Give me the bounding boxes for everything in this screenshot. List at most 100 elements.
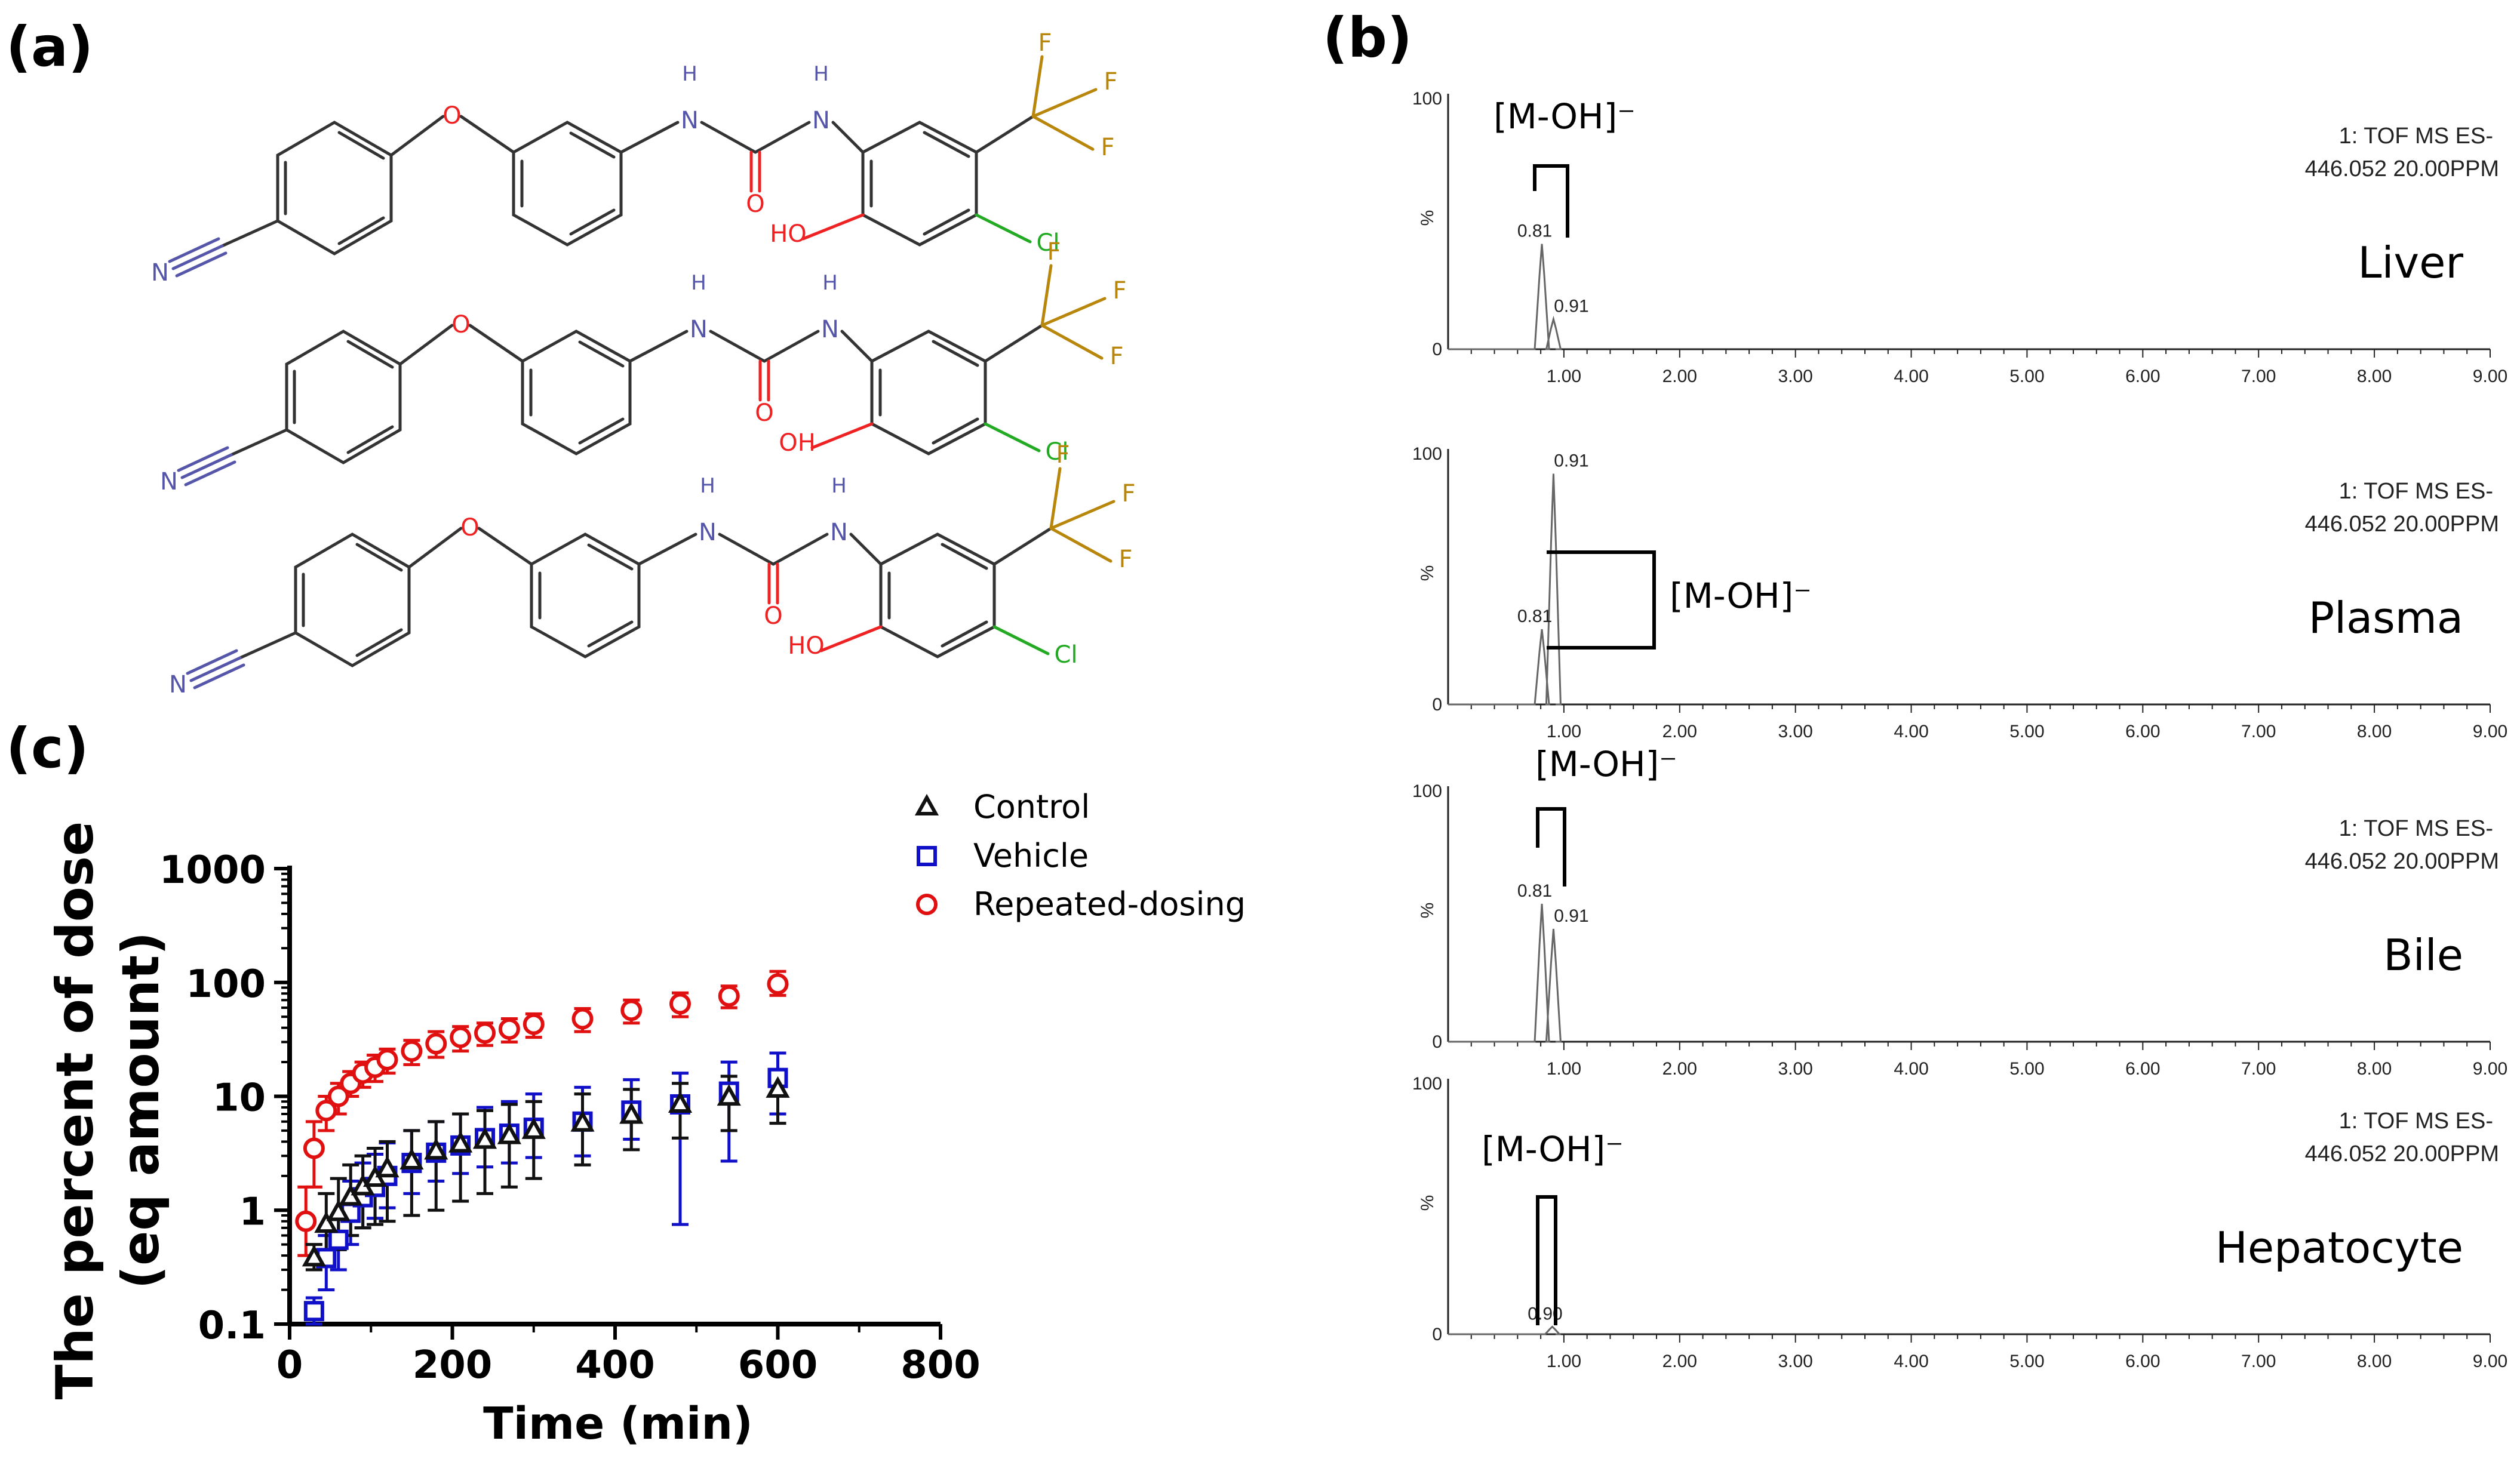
x-axis-label: Time (min): [483, 1398, 753, 1449]
point-circle: [295, 1210, 317, 1232]
atom-f2: F: [1121, 480, 1135, 507]
chromatogram-x-tick-label: 7.00: [2241, 722, 2276, 741]
peak-label: 0.91: [1554, 906, 1588, 926]
chromatogram-y-top-label: 100: [1412, 444, 1442, 464]
point-circle: [425, 1033, 447, 1055]
chromatogram-x-tick-label: 8.00: [2357, 722, 2392, 741]
chromatogram-x-tick-label: 4.00: [1894, 722, 1928, 741]
chromatogram-x-tick-label: 5.00: [2009, 722, 2044, 741]
mass-label: 446.052 20.00PPM: [2305, 156, 2499, 181]
ion-label: [M-OH]⁻: [1493, 96, 1636, 137]
atom-f1: F: [1047, 238, 1061, 266]
atom-f1: F: [1038, 29, 1052, 57]
chemical-structures-panel: NOHNHNOFFFClHONOHNHNOFFFClOHNOHNHNOFFFCl…: [151, 29, 1135, 698]
chromatogram-y-top-label: 100: [1412, 1074, 1442, 1094]
point-square: [328, 1229, 349, 1250]
point-triangle: [448, 1131, 473, 1153]
atom-nitrile-n: N: [151, 259, 169, 287]
panel-label-a: (a): [6, 15, 93, 79]
mass-label: 446.052 20.00PPM: [2305, 1141, 2499, 1166]
atom-ether-o: O: [451, 311, 470, 338]
instrument-label: 1: TOF MS ES-: [2339, 124, 2493, 149]
mass-label: 446.052 20.00PPM: [2305, 512, 2499, 537]
y-tick-label: 1: [239, 1190, 266, 1234]
point-triangle: [717, 1084, 741, 1106]
point-circle: [571, 1008, 594, 1030]
chromatogram-x-tick-label: 1.00: [1547, 367, 1581, 386]
atom-nitrile-n: N: [160, 468, 178, 495]
point-triangle: [668, 1091, 693, 1113]
sample-label: Bile: [2383, 930, 2463, 980]
chromatogram-x-tick-label: 3.00: [1778, 1059, 1812, 1079]
y-tick-label: 100: [186, 962, 266, 1006]
point-circle: [718, 985, 740, 1007]
atom-cl: Cl: [1045, 438, 1068, 466]
chromatogram-y-label: %: [1418, 903, 1437, 919]
point-triangle: [314, 1211, 339, 1233]
chromatogram-y-bottom-label: 0: [1432, 1032, 1442, 1052]
atom-nitrile-n: N: [169, 671, 187, 698]
atom-nh2-h: H: [822, 271, 838, 295]
chromatogram-x-tick-label: 1.00: [1547, 1059, 1581, 1079]
pk-chart-panel: 0.1 1 10 100 1000 0 200 400 600 800 The percent o…: [45, 788, 1246, 1449]
chromatogram-x-tick-label: 6.00: [2125, 1352, 2160, 1371]
chromatogram-x-tick-label: 9.00: [2473, 722, 2507, 741]
atom-f2: F: [1113, 277, 1126, 304]
y-tick-label: 0.1: [198, 1304, 266, 1348]
instrument-label: 1: TOF MS ES-: [2339, 479, 2493, 504]
ion-bracket: [1547, 550, 1656, 650]
chromatogram-x-tick-label: 9.00: [2473, 1059, 2507, 1079]
structure-bonds: [188, 469, 1114, 688]
x-tick-label: 600: [738, 1343, 818, 1387]
chromatogram-liver: 100 0% 1.00 2.00 3.00 4.00 5.00 6.00 7.00 8.00 9.0…: [1412, 89, 2507, 386]
atom-f1: F: [1056, 441, 1070, 469]
chromatogram-x-tick-label: 8.00: [2357, 1352, 2392, 1371]
panel-label-b: (b): [1323, 6, 1412, 70]
sample-label: Hepatocyte: [2215, 1223, 2463, 1273]
chromatogram-x-tick-label: 4.00: [1894, 1352, 1928, 1371]
point-triangle: [424, 1138, 448, 1160]
y-tick-label: 10: [213, 1076, 266, 1121]
legend-marker-circle: [916, 894, 938, 915]
point-triangle: [326, 1199, 351, 1221]
point-triangle: [766, 1076, 790, 1098]
legend-label: Vehicle: [973, 837, 1089, 875]
chromatogram-trace: [1448, 473, 1562, 706]
chromatogram-bile: 100 0% 1.00 2.00 3.00 4.00 5.00 6.00 7.00 8.00 9.0…: [1412, 744, 2507, 1079]
atom-nh1-h: H: [691, 271, 706, 295]
point-triangle: [302, 1245, 326, 1267]
legend-marker-triangle: [914, 793, 939, 815]
chromatogram-x-tick-label: 5.00: [2009, 367, 2044, 386]
ion-label: [M-OH]⁻: [1535, 744, 1677, 784]
atom-cl: Cl: [1054, 641, 1077, 669]
point-triangle: [570, 1110, 595, 1132]
chromatogram-y-bottom-label: 0: [1432, 340, 1442, 359]
point-triangle: [497, 1122, 521, 1144]
chromatogram-y-bottom-label: 0: [1432, 1325, 1442, 1344]
peak-label: 0.91: [1554, 451, 1588, 471]
chromatogram-trace: [1448, 1325, 1562, 1335]
point-circle: [498, 1018, 520, 1040]
ion-bracket: [1536, 807, 1566, 887]
chromatogram-x-tick-label: 2.00: [1662, 722, 1697, 741]
chromatogram-x-tick-label: 8.00: [2357, 367, 2392, 386]
chromatogram-x-tick-label: 6.00: [2125, 1059, 2160, 1079]
point-circle: [669, 993, 691, 1015]
x-tick-label: 200: [413, 1343, 493, 1387]
chromatogram-x-tick-label: 6.00: [2125, 367, 2160, 386]
chromatogram-trace: [1448, 903, 1562, 1043]
point-circle: [327, 1085, 349, 1107]
peak-label: 0.81: [1517, 221, 1552, 241]
atom-nh2-n: N: [812, 107, 830, 134]
sample-label: Plasma: [2309, 593, 2463, 643]
chromatogram-trace: [1448, 244, 1562, 350]
chromatogram-x-tick-label: 2.00: [1662, 1352, 1697, 1371]
atom-nh1-n: N: [699, 519, 717, 546]
atom-nh2-h: H: [831, 474, 847, 498]
point-circle: [767, 973, 789, 995]
atom-urea-o: O: [755, 399, 773, 427]
point-circle: [401, 1040, 423, 1062]
